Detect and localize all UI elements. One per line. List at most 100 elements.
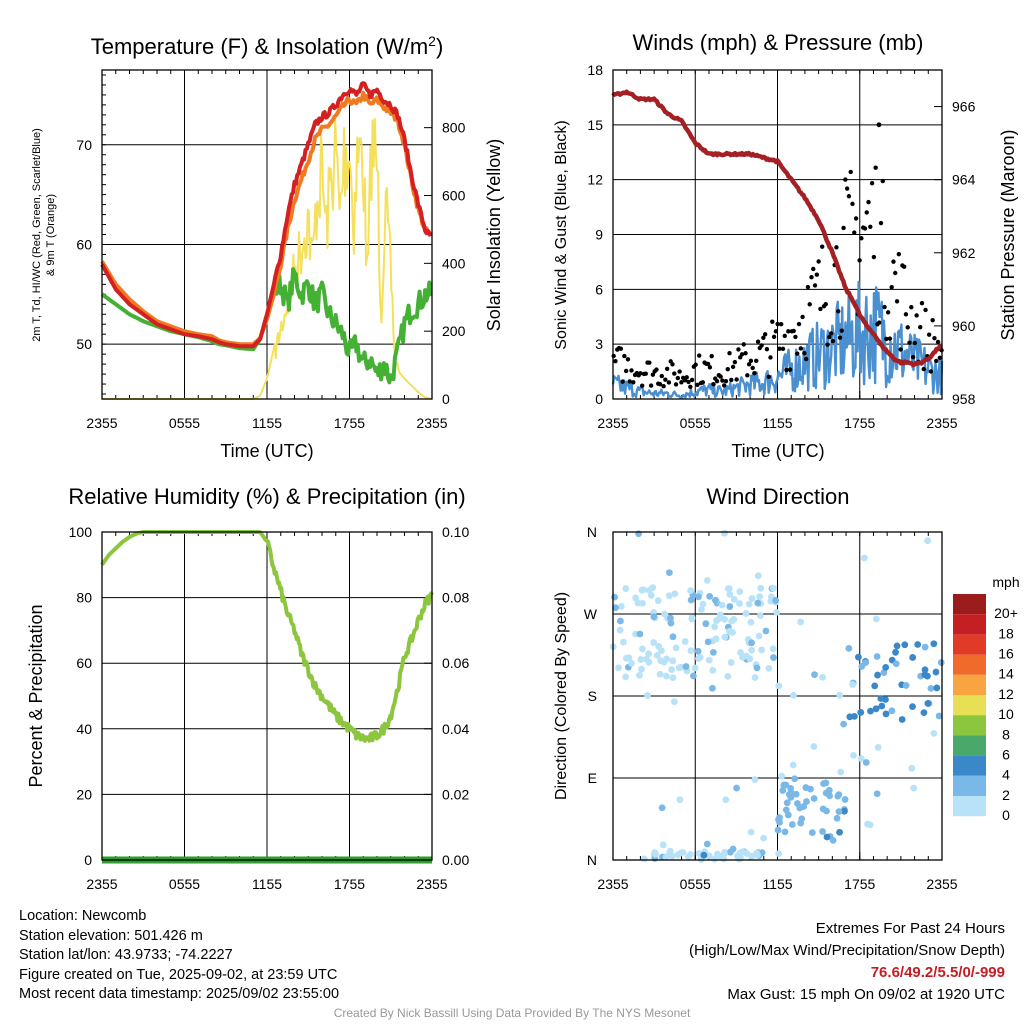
gust-point — [623, 368, 629, 374]
gust-point — [885, 310, 891, 315]
gust-point — [877, 320, 882, 325]
precip-y2-tick-label: 0.00 — [442, 852, 469, 868]
wind-direction-y-label: Direction (Colored By Speed) — [553, 592, 570, 800]
direction-point — [909, 654, 917, 661]
direction-point — [661, 610, 669, 618]
direction-point — [726, 603, 734, 610]
direction-point — [700, 851, 708, 859]
speed-legend-label: 4 — [1002, 767, 1010, 783]
wdir-x-tick-label: 1155 — [762, 876, 792, 892]
direction-point — [656, 670, 664, 678]
direction-point — [769, 584, 777, 592]
direction-point — [932, 668, 940, 676]
precip-y2-tick-label: 0.02 — [442, 786, 469, 802]
gust-point — [679, 380, 684, 385]
gust-point — [755, 339, 761, 344]
gust-point — [743, 351, 748, 356]
direction-point — [635, 530, 642, 538]
direction-point — [721, 529, 728, 537]
rh-y-tick-label: 60 — [76, 655, 92, 671]
direction-point — [718, 601, 726, 609]
insolation-y2-label: Solar Insolation (Yellow) — [484, 139, 504, 331]
direction-point — [882, 696, 889, 703]
gust-point — [759, 343, 764, 348]
direction-point — [835, 808, 843, 816]
direction-point — [615, 664, 622, 672]
wind-y-tick-label: 0 — [595, 391, 603, 407]
direction-point — [873, 790, 881, 798]
direction-point — [782, 806, 790, 814]
gust-point — [889, 284, 894, 290]
gust-point — [843, 177, 848, 182]
gust-point — [807, 302, 812, 307]
direction-point — [836, 691, 844, 699]
gust-point — [688, 384, 693, 390]
gust-point — [918, 324, 923, 330]
direction-point — [619, 638, 627, 646]
rh-x-tick-label: 1155 — [252, 876, 282, 892]
gust-point — [852, 230, 857, 235]
gust-point — [764, 347, 770, 352]
gust-point — [663, 377, 668, 382]
direction-point — [729, 845, 737, 853]
gust-point — [675, 375, 681, 381]
direction-point — [748, 852, 755, 860]
direction-point — [857, 709, 865, 716]
gust-point — [859, 236, 864, 241]
direction-point — [745, 600, 753, 608]
gust-point — [853, 216, 859, 221]
direction-point — [640, 855, 648, 863]
gust-point — [639, 383, 645, 388]
direction-point — [800, 803, 808, 810]
gust-point — [693, 362, 698, 367]
gust-point — [654, 367, 659, 372]
gust-point — [622, 353, 627, 359]
direction-point — [699, 600, 707, 608]
direction-point — [659, 841, 667, 849]
gust-point — [825, 342, 830, 347]
gust-point — [802, 351, 807, 356]
gust-point — [762, 332, 768, 337]
pressure-y2-label: Station Pressure (Maroon) — [998, 129, 1018, 340]
gust-point — [878, 220, 884, 226]
direction-point — [836, 828, 843, 836]
humidity-panel: Relative Humidity (%) & Precipitation (i… — [26, 484, 469, 892]
rh-x-tick-label: 1755 — [334, 876, 365, 892]
direction-point — [819, 805, 827, 813]
gust-point — [905, 325, 910, 330]
direction-point — [754, 599, 762, 607]
direction-point — [902, 682, 910, 689]
direction-point — [660, 658, 668, 666]
direction-point — [765, 664, 773, 672]
credit-line: Created By Nick Bassill Using Data Provi… — [333, 1006, 691, 1020]
direction-point — [682, 663, 690, 670]
temperature-y-label-line1: 2m T, Td, HI/WC (Red, Green, Scarlet/Blu… — [31, 128, 43, 342]
direction-point — [684, 853, 692, 861]
gust-point — [803, 356, 809, 362]
direction-point — [736, 588, 744, 596]
gust-point — [901, 264, 907, 269]
direction-point — [909, 703, 916, 711]
direction-point — [667, 619, 675, 627]
temperature-title: Temperature (F) & Insolation (W/m2) — [91, 33, 444, 59]
wdir-y-tick-label: W — [584, 606, 598, 622]
extremes-values: 76.6/49.2/5.5/0/-999 — [870, 964, 1005, 981]
direction-point — [669, 674, 677, 682]
wdir-x-tick-label: 2355 — [597, 876, 628, 892]
direction-point — [726, 590, 734, 598]
direction-point — [785, 790, 793, 798]
direction-point — [880, 669, 888, 676]
gust-point — [625, 357, 631, 362]
humidity-y-label: Percent & Precipitation — [26, 604, 46, 787]
temp-x-tick-label: 1155 — [252, 415, 282, 431]
direction-point — [716, 611, 724, 619]
gust-point — [730, 364, 736, 370]
direction-point — [709, 666, 717, 674]
wind-x-tick-label: 1755 — [844, 415, 875, 431]
rh-x-tick-label: 2355 — [416, 876, 447, 892]
gust-point — [871, 254, 877, 260]
direction-point — [616, 626, 624, 634]
direction-point — [910, 784, 918, 792]
gust-point — [923, 307, 928, 313]
direction-point — [819, 828, 826, 835]
